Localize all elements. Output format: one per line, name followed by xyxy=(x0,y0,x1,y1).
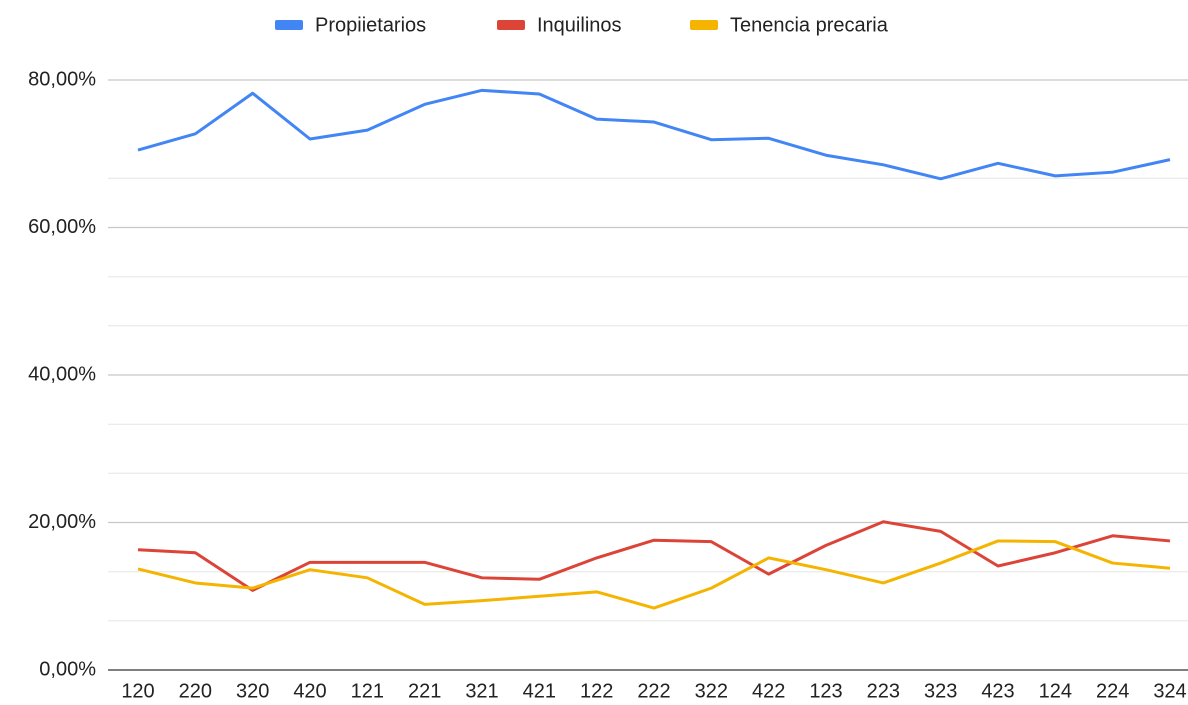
series-line xyxy=(137,539,1171,610)
x-tick-label: 322 xyxy=(695,680,728,702)
x-tick-label: 120 xyxy=(121,680,154,702)
legend-label: Tenencia precaria xyxy=(730,14,889,36)
x-tick-label: 321 xyxy=(465,680,498,702)
y-tick-label: 80,00% xyxy=(28,68,96,90)
x-tick-label: 223 xyxy=(867,680,900,702)
series-line xyxy=(137,88,1171,181)
legend-swatch xyxy=(275,20,303,30)
x-tick-label: 124 xyxy=(1039,680,1072,702)
x-tick-label: 122 xyxy=(580,680,613,702)
x-tick-label: 323 xyxy=(924,680,957,702)
x-tick-label: 324 xyxy=(1153,680,1186,702)
x-tick-label: 423 xyxy=(981,680,1014,702)
y-tick-label: 40,00% xyxy=(28,363,96,385)
legend-swatch xyxy=(690,20,718,30)
x-tick-label: 121 xyxy=(351,680,384,702)
x-tick-label: 221 xyxy=(408,680,441,702)
x-tick-label: 222 xyxy=(637,680,670,702)
legend-label: Propiietarios xyxy=(315,14,426,36)
y-tick-label: 60,00% xyxy=(28,216,96,238)
x-tick-label: 123 xyxy=(809,680,842,702)
series-line xyxy=(137,520,1171,592)
legend-label: Inquilinos xyxy=(537,14,622,36)
x-tick-label: 420 xyxy=(293,680,326,702)
x-tick-label: 224 xyxy=(1096,680,1129,702)
x-tick-label: 220 xyxy=(179,680,212,702)
y-tick-label: 20,00% xyxy=(28,511,96,533)
x-tick-label: 421 xyxy=(523,680,556,702)
x-tick-label: 422 xyxy=(752,680,785,702)
x-tick-label: 320 xyxy=(236,680,269,702)
legend-swatch xyxy=(497,20,525,30)
y-tick-label: 0,00% xyxy=(39,658,96,680)
